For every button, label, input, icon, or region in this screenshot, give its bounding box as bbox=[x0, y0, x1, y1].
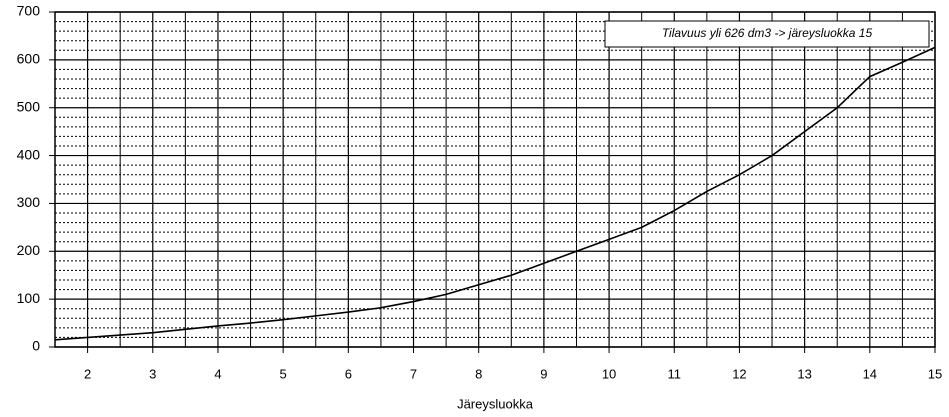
x-tick-label: 8 bbox=[475, 366, 482, 381]
y-tick-label: 500 bbox=[17, 98, 41, 114]
y-tick-label: 600 bbox=[17, 51, 41, 67]
annotation: Tilavuus yli 626 dm3 -> järeysluokka 15 bbox=[662, 26, 873, 40]
annotation-box bbox=[604, 20, 930, 48]
x-axis-label: Järeysluokka bbox=[457, 396, 534, 411]
y-tick-label: 700 bbox=[17, 3, 41, 19]
y-tick-label: 200 bbox=[17, 242, 41, 258]
y-tick-label: 300 bbox=[17, 194, 41, 210]
y-tick-label: 400 bbox=[17, 146, 41, 162]
x-tick-label: 7 bbox=[410, 366, 417, 381]
x-tick-label: 11 bbox=[668, 366, 682, 381]
x-tick-label: 3 bbox=[149, 366, 156, 381]
x-tick-label: 2 bbox=[84, 366, 91, 381]
x-tick-label: 4 bbox=[214, 366, 221, 381]
y-tick-label: 100 bbox=[17, 290, 41, 306]
plot-frame bbox=[54, 11, 936, 348]
x-tick-label: 6 bbox=[345, 366, 352, 381]
x-tick-label: 12 bbox=[732, 366, 746, 381]
x-tick-label: 9 bbox=[540, 366, 547, 381]
x-tick-label: 14 bbox=[863, 366, 877, 381]
x-tick-label: 5 bbox=[280, 366, 287, 381]
x-tick-label: 10 bbox=[602, 366, 616, 381]
y-tick-label: 0 bbox=[32, 338, 40, 354]
x-tick-label: 15 bbox=[928, 366, 942, 381]
data-line bbox=[54, 46, 936, 341]
x-tick-label: 13 bbox=[797, 366, 811, 381]
